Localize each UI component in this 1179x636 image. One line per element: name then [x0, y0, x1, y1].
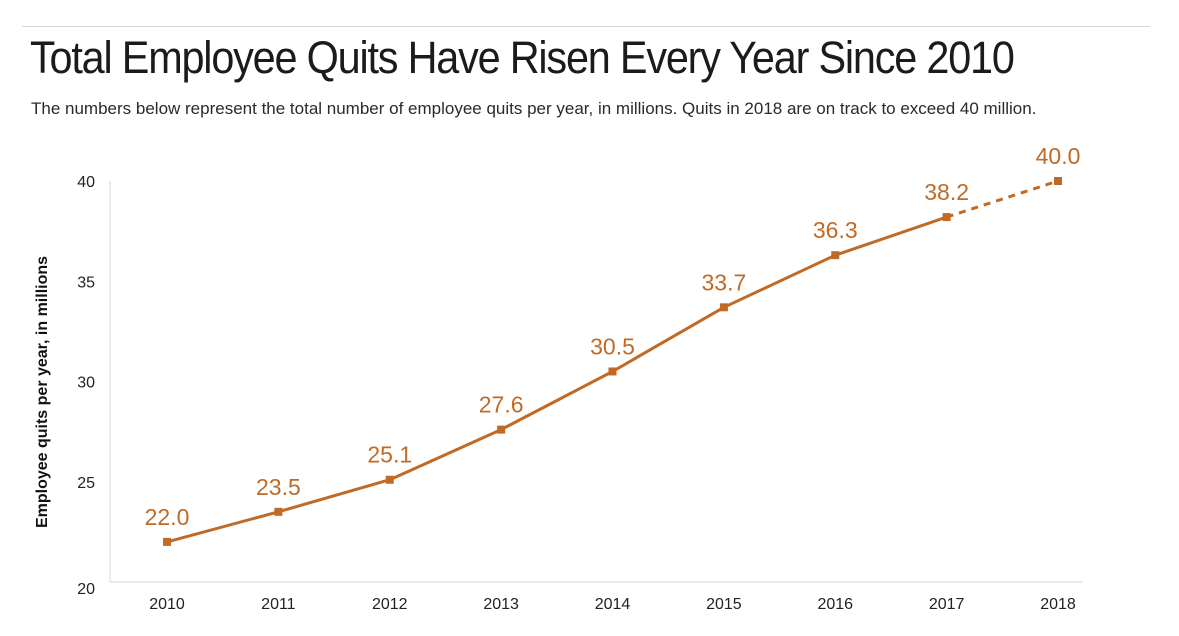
- x-tick-label: 2016: [817, 596, 853, 613]
- x-tick-labels: 2010 2011 2012 2013 2014 2015 2016 2017 2018: [149, 596, 1076, 613]
- data-point: [608, 367, 617, 376]
- data-point: [1054, 177, 1062, 185]
- y-tick-label: 20: [77, 581, 95, 598]
- data-label: 33.7: [701, 269, 746, 295]
- x-tick-label: 2015: [706, 596, 742, 613]
- data-point: [942, 213, 951, 222]
- data-labels: 22.0 23.5 25.1 27.6 30.5 33.7 36.3 38.2 40.0: [145, 143, 1081, 530]
- chart-subtitle: The numbers below represent the total nu…: [31, 99, 1037, 118]
- data-point: [163, 537, 171, 546]
- x-tick-label: 2017: [929, 596, 965, 613]
- chart-title: Total Employee Quits Have Risen Every Ye…: [30, 32, 1015, 83]
- data-label: 25.1: [367, 442, 412, 468]
- x-tick-label: 2013: [483, 596, 519, 613]
- axes: [109, 181, 1083, 583]
- series-quits: [165, 179, 1059, 544]
- data-point: [831, 251, 840, 260]
- data-label: 40.0: [1036, 143, 1081, 169]
- top-divider: [22, 26, 1150, 27]
- x-tick-label: 2012: [372, 596, 408, 613]
- data-label: 38.2: [924, 179, 969, 205]
- y-tick-labels: 20 25 30 35 40: [77, 174, 95, 598]
- data-label: 23.5: [256, 474, 301, 500]
- data-point: [719, 303, 728, 312]
- data-point: [274, 507, 283, 516]
- y-tick-label: 30: [77, 375, 95, 392]
- data-label: 36.3: [813, 217, 858, 243]
- x-tick-label: 2010: [149, 596, 185, 613]
- data-label: 22.0: [145, 504, 190, 530]
- data-points: [163, 177, 1062, 546]
- data-label: 27.6: [479, 392, 524, 418]
- x-tick-label: 2014: [595, 596, 631, 613]
- data-label: 30.5: [590, 333, 635, 359]
- y-tick-label: 40: [77, 174, 95, 191]
- y-tick-label: 35: [77, 274, 95, 291]
- series-line-actual: [165, 215, 949, 544]
- data-point: [385, 475, 394, 484]
- x-tick-label: 2018: [1040, 596, 1076, 613]
- y-tick-label: 25: [77, 475, 95, 492]
- series-line-projected: [946, 179, 1059, 219]
- y-axis-label: Employee quits per year, in millions: [34, 256, 51, 528]
- x-tick-label: 2011: [261, 596, 296, 613]
- data-point: [497, 425, 506, 434]
